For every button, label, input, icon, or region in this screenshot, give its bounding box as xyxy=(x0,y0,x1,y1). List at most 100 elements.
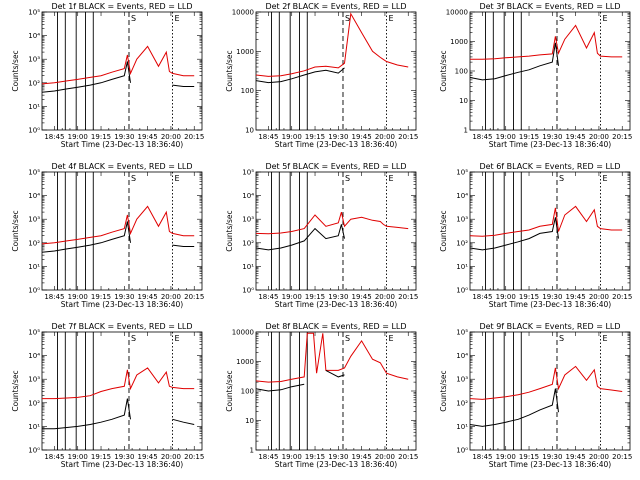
x-tick-label: 20:15 xyxy=(398,293,418,301)
x-axis-label: Start Time (23-Dec-13 18:36:40) xyxy=(489,300,611,309)
x-tick-label: 19:00 xyxy=(282,293,302,301)
x-axis-label: Start Time (23-Dec-13 18:36:40) xyxy=(489,140,611,149)
y-tick-label: 10 xyxy=(245,127,254,135)
panel-det-4: Det 4f BLACK = Events, RED = LLD 10⁰ 10¹ 10… xyxy=(11,162,204,309)
y-tick-label: 10¹ xyxy=(28,423,40,431)
marker-label: E xyxy=(602,14,607,23)
panel-title: Det 8f BLACK = Events, RED = LLD xyxy=(265,322,406,331)
events-series-line xyxy=(41,221,195,253)
y-tick-label: 100 xyxy=(241,87,254,95)
y-tick-label: 10² xyxy=(456,239,468,247)
x-tick-label: 19:30 xyxy=(114,293,134,301)
panel-title: Det 7f BLACK = Events, RED = LLD xyxy=(51,322,192,331)
x-tick-label: 19:45 xyxy=(566,293,586,301)
y-tick-label: 10⁵ xyxy=(28,9,40,17)
lld-series-line xyxy=(469,205,623,237)
x-tick-label: 19:45 xyxy=(138,293,158,301)
y-tick-label: 10⁵ xyxy=(28,329,40,337)
events-series-line xyxy=(256,68,408,83)
events-series-line xyxy=(41,61,195,93)
x-tick-label: 18:45 xyxy=(44,453,64,461)
y-tick-label: 10¹ xyxy=(28,263,40,271)
x-tick-label: 19:00 xyxy=(496,293,516,301)
y-tick-label: 10⁰ xyxy=(28,287,40,295)
x-tick-label: 20:00 xyxy=(375,293,395,301)
y-tick-label: 1000 xyxy=(236,358,254,366)
x-tick-label: 20:15 xyxy=(612,293,632,301)
lld-series-line xyxy=(41,205,195,245)
y-axis-label: Counts/sec xyxy=(225,210,234,251)
panel-det-7: Det 7f BLACK = Events, RED = LLD 10⁰ 10¹ 10… xyxy=(11,322,204,469)
x-axis-label: Start Time (23-Dec-13 18:36:40) xyxy=(275,140,397,149)
y-tick-label: 10² xyxy=(28,239,40,247)
y-axis-label: Counts/sec xyxy=(439,370,448,411)
y-axis-label: Counts/sec xyxy=(11,210,20,251)
x-tick-label: 20:00 xyxy=(161,293,181,301)
y-axis-label: Counts/sec xyxy=(439,210,448,251)
x-tick-label: 19:00 xyxy=(68,453,88,461)
y-tick-label: 10⁴ xyxy=(28,352,40,360)
y-tick-label: 10⁵ xyxy=(456,329,468,337)
x-tick-label: 19:00 xyxy=(282,453,302,461)
y-tick-label: 10³ xyxy=(28,216,40,224)
y-tick-label: 10000 xyxy=(446,9,468,17)
y-tick-label: 10³ xyxy=(28,56,40,64)
x-tick-label: 19:15 xyxy=(519,453,539,461)
x-tick-label: 19:30 xyxy=(328,453,348,461)
marker-label: E xyxy=(602,174,607,183)
x-tick-label: 19:15 xyxy=(305,453,325,461)
panel-det-5: Det 5f BLACK = Events, RED = LLD 10⁰ 10¹ 10… xyxy=(225,162,418,309)
plot-frame xyxy=(41,11,203,131)
marker-label: E xyxy=(388,334,393,343)
marker-label: S xyxy=(131,174,136,183)
x-tick-label: 19:45 xyxy=(352,133,372,141)
x-tick-label: 19:45 xyxy=(138,453,158,461)
y-axis-label: Counts/sec xyxy=(439,50,448,91)
x-tick-label: 19:45 xyxy=(566,133,586,141)
marker-label: S xyxy=(559,14,564,23)
y-tick-label: 10¹ xyxy=(456,423,468,431)
marker-label: S xyxy=(131,334,136,343)
y-tick-label: 10¹ xyxy=(28,103,40,111)
x-tick-label: 19:15 xyxy=(519,133,539,141)
y-tick-label: 1000 xyxy=(236,48,254,56)
x-tick-label: 18:45 xyxy=(44,293,64,301)
events-series-line xyxy=(469,388,559,427)
plot-frame xyxy=(469,11,631,131)
marker-label: E xyxy=(388,174,393,183)
x-tick-label: 19:15 xyxy=(305,293,325,301)
marker-label: S xyxy=(345,334,350,343)
x-tick-label: 19:15 xyxy=(519,293,539,301)
x-axis-label: Start Time (23-Dec-13 18:36:40) xyxy=(61,140,183,149)
x-tick-label: 19:30 xyxy=(114,133,134,141)
x-tick-label: 19:30 xyxy=(542,133,562,141)
lld-series-line xyxy=(41,45,195,85)
x-tick-label: 18:45 xyxy=(258,293,278,301)
x-tick-label: 19:15 xyxy=(91,133,111,141)
y-tick-label: 10 xyxy=(245,417,254,425)
x-tick-label: 19:30 xyxy=(542,293,562,301)
x-tick-label: 19:00 xyxy=(68,133,88,141)
events-series-line xyxy=(469,217,559,251)
panel-det-9: Det 9f BLACK = Events, RED = LLD 10⁰ 10¹ 10… xyxy=(439,322,632,469)
plot-frame xyxy=(41,171,203,291)
y-tick-label: 100 xyxy=(241,388,254,396)
x-tick-label: 19:00 xyxy=(496,453,516,461)
marker-label: E xyxy=(388,14,393,23)
x-tick-label: 19:15 xyxy=(91,453,111,461)
panel-title: Det 5f BLACK = Events, RED = LLD xyxy=(265,162,406,171)
x-tick-label: 19:30 xyxy=(328,133,348,141)
x-tick-label: 20:00 xyxy=(161,133,181,141)
x-tick-label: 20:00 xyxy=(589,293,609,301)
x-axis-label: Start Time (23-Dec-13 18:36:40) xyxy=(61,300,183,309)
y-tick-label: 10⁴ xyxy=(456,192,468,200)
y-tick-label: 10² xyxy=(28,399,40,407)
y-tick-label: 10² xyxy=(28,79,40,87)
marker-label: S xyxy=(131,14,136,23)
x-tick-label: 20:00 xyxy=(589,453,609,461)
y-tick-label: 10⁴ xyxy=(456,352,468,360)
marker-label: S xyxy=(559,174,564,183)
y-axis-label: Counts/sec xyxy=(11,370,20,411)
x-tick-label: 19:45 xyxy=(352,453,372,461)
x-tick-label: 18:45 xyxy=(472,453,492,461)
